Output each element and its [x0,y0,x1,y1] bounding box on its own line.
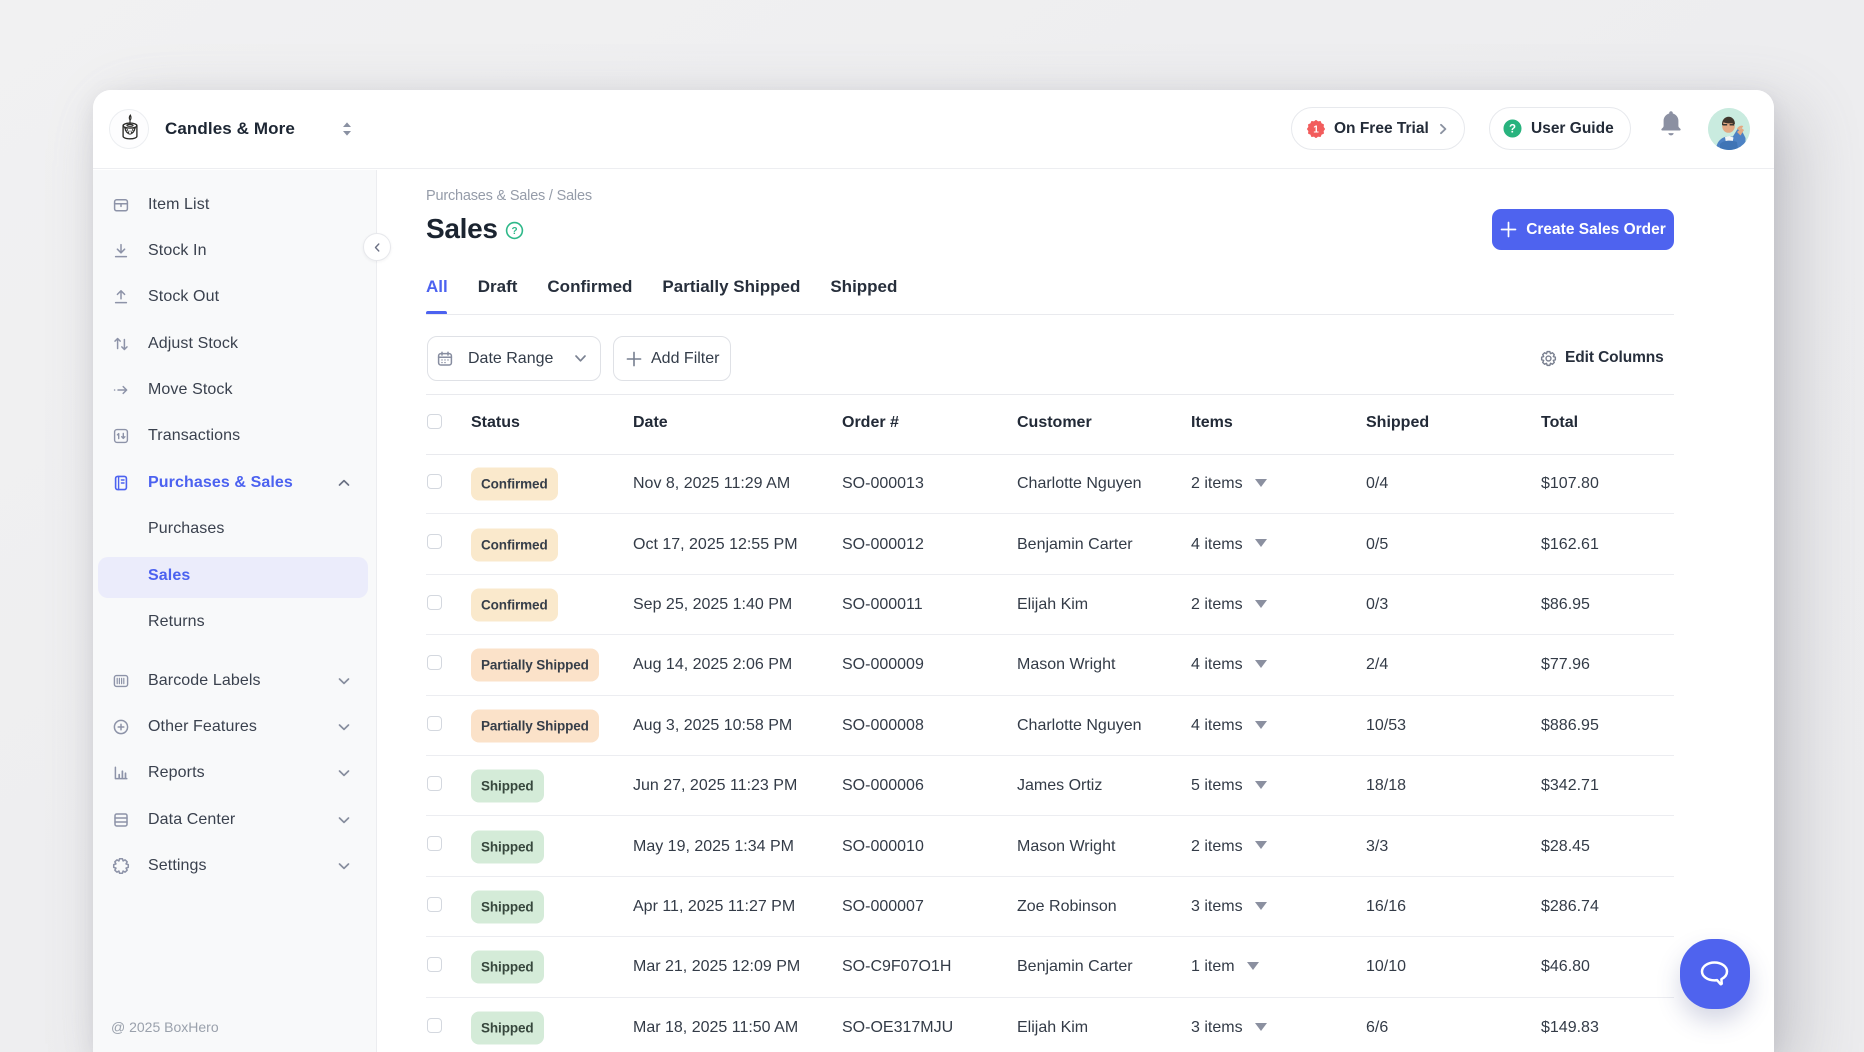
svg-text:1: 1 [1313,124,1319,135]
svg-text:?: ? [511,226,517,237]
svg-text:?: ? [1509,124,1516,136]
